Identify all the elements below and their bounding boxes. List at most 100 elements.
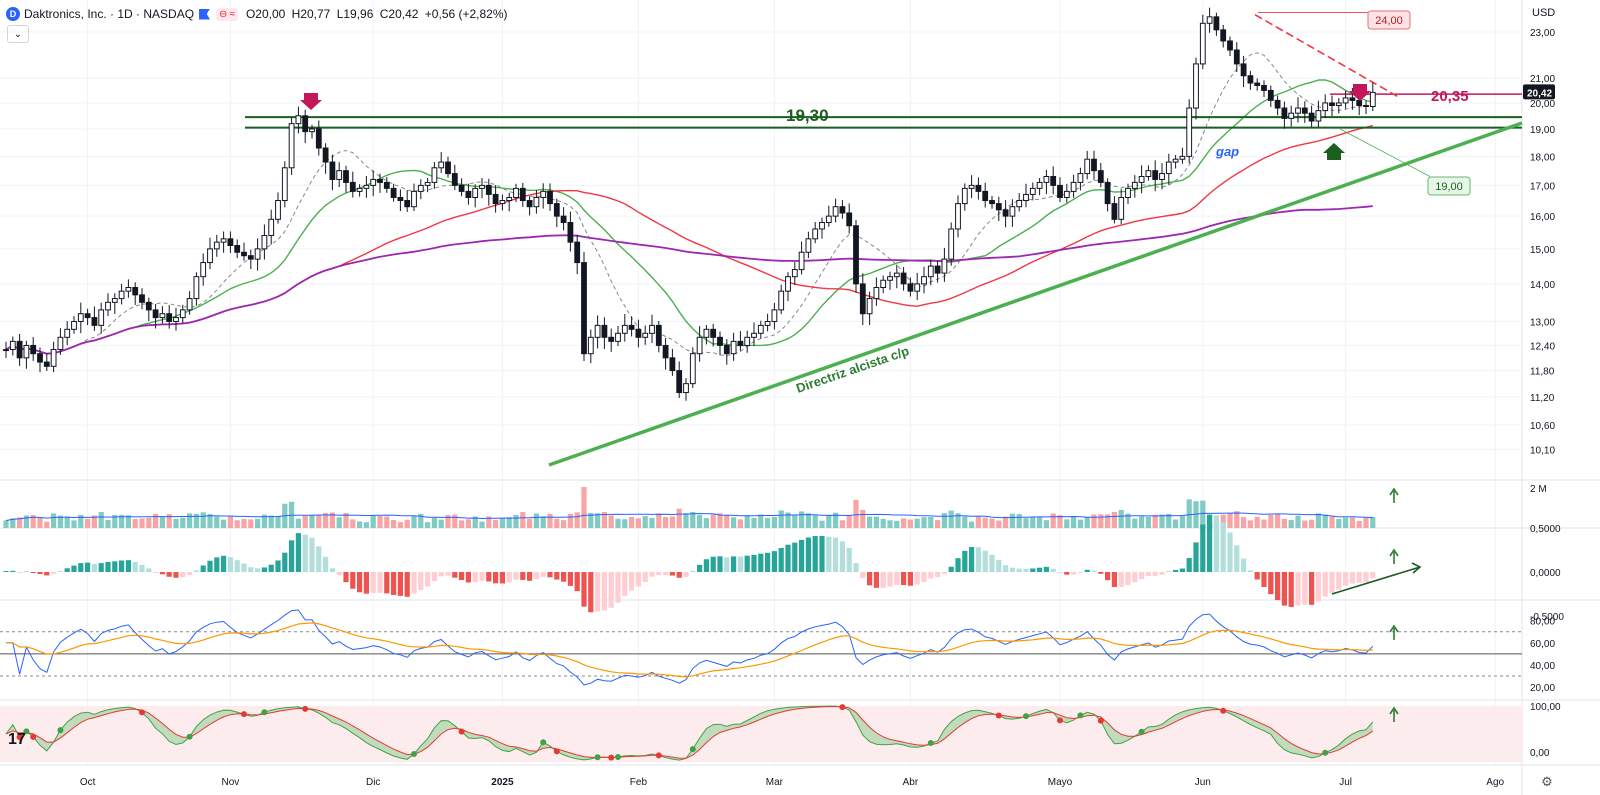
rsi-tick-label: 60,00	[1530, 639, 1555, 650]
candle-body	[152, 309, 159, 319]
volume-bar	[1370, 516, 1376, 528]
volume-bar	[703, 518, 709, 528]
histogram-bar	[1302, 572, 1308, 605]
histogram-bar	[57, 571, 63, 572]
histogram-bar	[1322, 572, 1328, 597]
candle-body	[77, 313, 84, 322]
histogram-bar	[1166, 571, 1172, 572]
histogram-bar	[567, 572, 573, 586]
candle-body	[540, 190, 547, 198]
histogram-bar	[44, 572, 50, 576]
volume-bar	[1349, 517, 1355, 528]
candle-body	[43, 361, 50, 367]
candle-body	[547, 190, 553, 205]
histogram-bar	[724, 557, 730, 572]
volume-bar	[214, 516, 220, 528]
candle-body	[635, 328, 642, 338]
candle-body	[859, 283, 866, 315]
flag-icon[interactable]	[199, 8, 211, 20]
candle-body	[1057, 184, 1063, 198]
time-tick-label: Feb	[630, 777, 648, 788]
candle-body	[526, 200, 533, 208]
histogram-bar	[982, 550, 988, 572]
symbol-title[interactable]: Daktronics, Inc. · 1D · NASDAQ	[24, 7, 195, 21]
candle-body	[1335, 102, 1342, 106]
histogram-group	[3, 514, 1376, 613]
histogram-bar	[520, 572, 526, 580]
oscillator-cross-dot	[927, 740, 934, 747]
candles-group	[3, 7, 1376, 401]
candle-body	[309, 128, 315, 133]
volume-group	[3, 487, 1376, 528]
candle-body	[397, 196, 404, 202]
candle-body	[519, 187, 526, 202]
volume-bar	[431, 517, 437, 528]
histogram-bar	[642, 572, 648, 582]
histogram-bar	[1071, 572, 1077, 575]
histogram-bar	[139, 564, 145, 572]
candle-body	[315, 128, 322, 149]
candle-body	[1342, 97, 1349, 104]
volume-bar	[1125, 513, 1131, 528]
histogram-bar	[445, 572, 451, 576]
histogram-bar	[921, 572, 927, 583]
volume-bar	[1356, 520, 1362, 528]
volume-bar	[51, 513, 57, 528]
volume-bar	[642, 516, 648, 528]
candle-body	[737, 340, 744, 346]
histogram-bar	[316, 546, 322, 572]
histogram-bar	[1179, 568, 1185, 572]
candle-body	[111, 298, 118, 303]
histogram-bar	[221, 555, 227, 572]
support-label: 19,30	[786, 106, 829, 125]
histogram-bar	[78, 563, 84, 572]
candle-body	[941, 258, 948, 274]
volume-bar	[1118, 509, 1124, 528]
histogram-bar	[826, 536, 832, 572]
indicator-pill[interactable]: ⊖ ≈	[216, 7, 238, 21]
candle-body	[485, 184, 492, 195]
volume-bar	[975, 516, 981, 528]
candle-body	[71, 320, 77, 330]
histogram-bar	[601, 572, 607, 611]
volume-bar	[656, 513, 662, 528]
volume-bar	[241, 518, 247, 528]
histogram-bar	[200, 565, 206, 572]
volume-bar	[37, 517, 43, 528]
histogram-bar	[323, 556, 329, 572]
oscillator-cross-dot	[615, 754, 621, 761]
volume-bar	[629, 517, 635, 528]
histogram-bar	[1132, 572, 1138, 583]
volume-bar	[125, 515, 131, 528]
histogram-bar	[248, 567, 254, 572]
volume-bar	[567, 513, 573, 528]
histogram-bar	[955, 558, 961, 572]
volume-bar	[635, 518, 641, 528]
volume-bar	[465, 519, 471, 528]
chevron-down-icon[interactable]: ⌄	[7, 25, 29, 43]
histogram-bar	[846, 547, 852, 572]
volume-bar	[724, 514, 730, 528]
histogram-bar	[173, 572, 179, 578]
candle-body	[1363, 104, 1369, 108]
volume-bar	[1315, 513, 1321, 528]
candle-body	[683, 383, 689, 394]
histogram-bar	[975, 547, 981, 572]
gear-icon[interactable]: ⚙	[1541, 774, 1553, 789]
histogram-bar	[1227, 532, 1233, 572]
oscillator-cross-dot	[1077, 712, 1084, 719]
oscillator-cross-dot	[655, 752, 662, 759]
candle-body	[1023, 193, 1029, 202]
volume-bar	[1152, 514, 1158, 528]
candle-body	[254, 248, 261, 260]
candle-body	[873, 287, 880, 300]
volume-bar	[547, 513, 553, 528]
ma-red-line	[5, 124, 1373, 355]
volume-bar	[867, 516, 873, 528]
price-tick-label: 20,00	[1530, 99, 1555, 110]
currency-label[interactable]: USD	[1532, 7, 1556, 19]
candle-body	[825, 215, 832, 224]
oscillator-cross-dot	[608, 754, 615, 761]
candle-body	[281, 167, 288, 202]
